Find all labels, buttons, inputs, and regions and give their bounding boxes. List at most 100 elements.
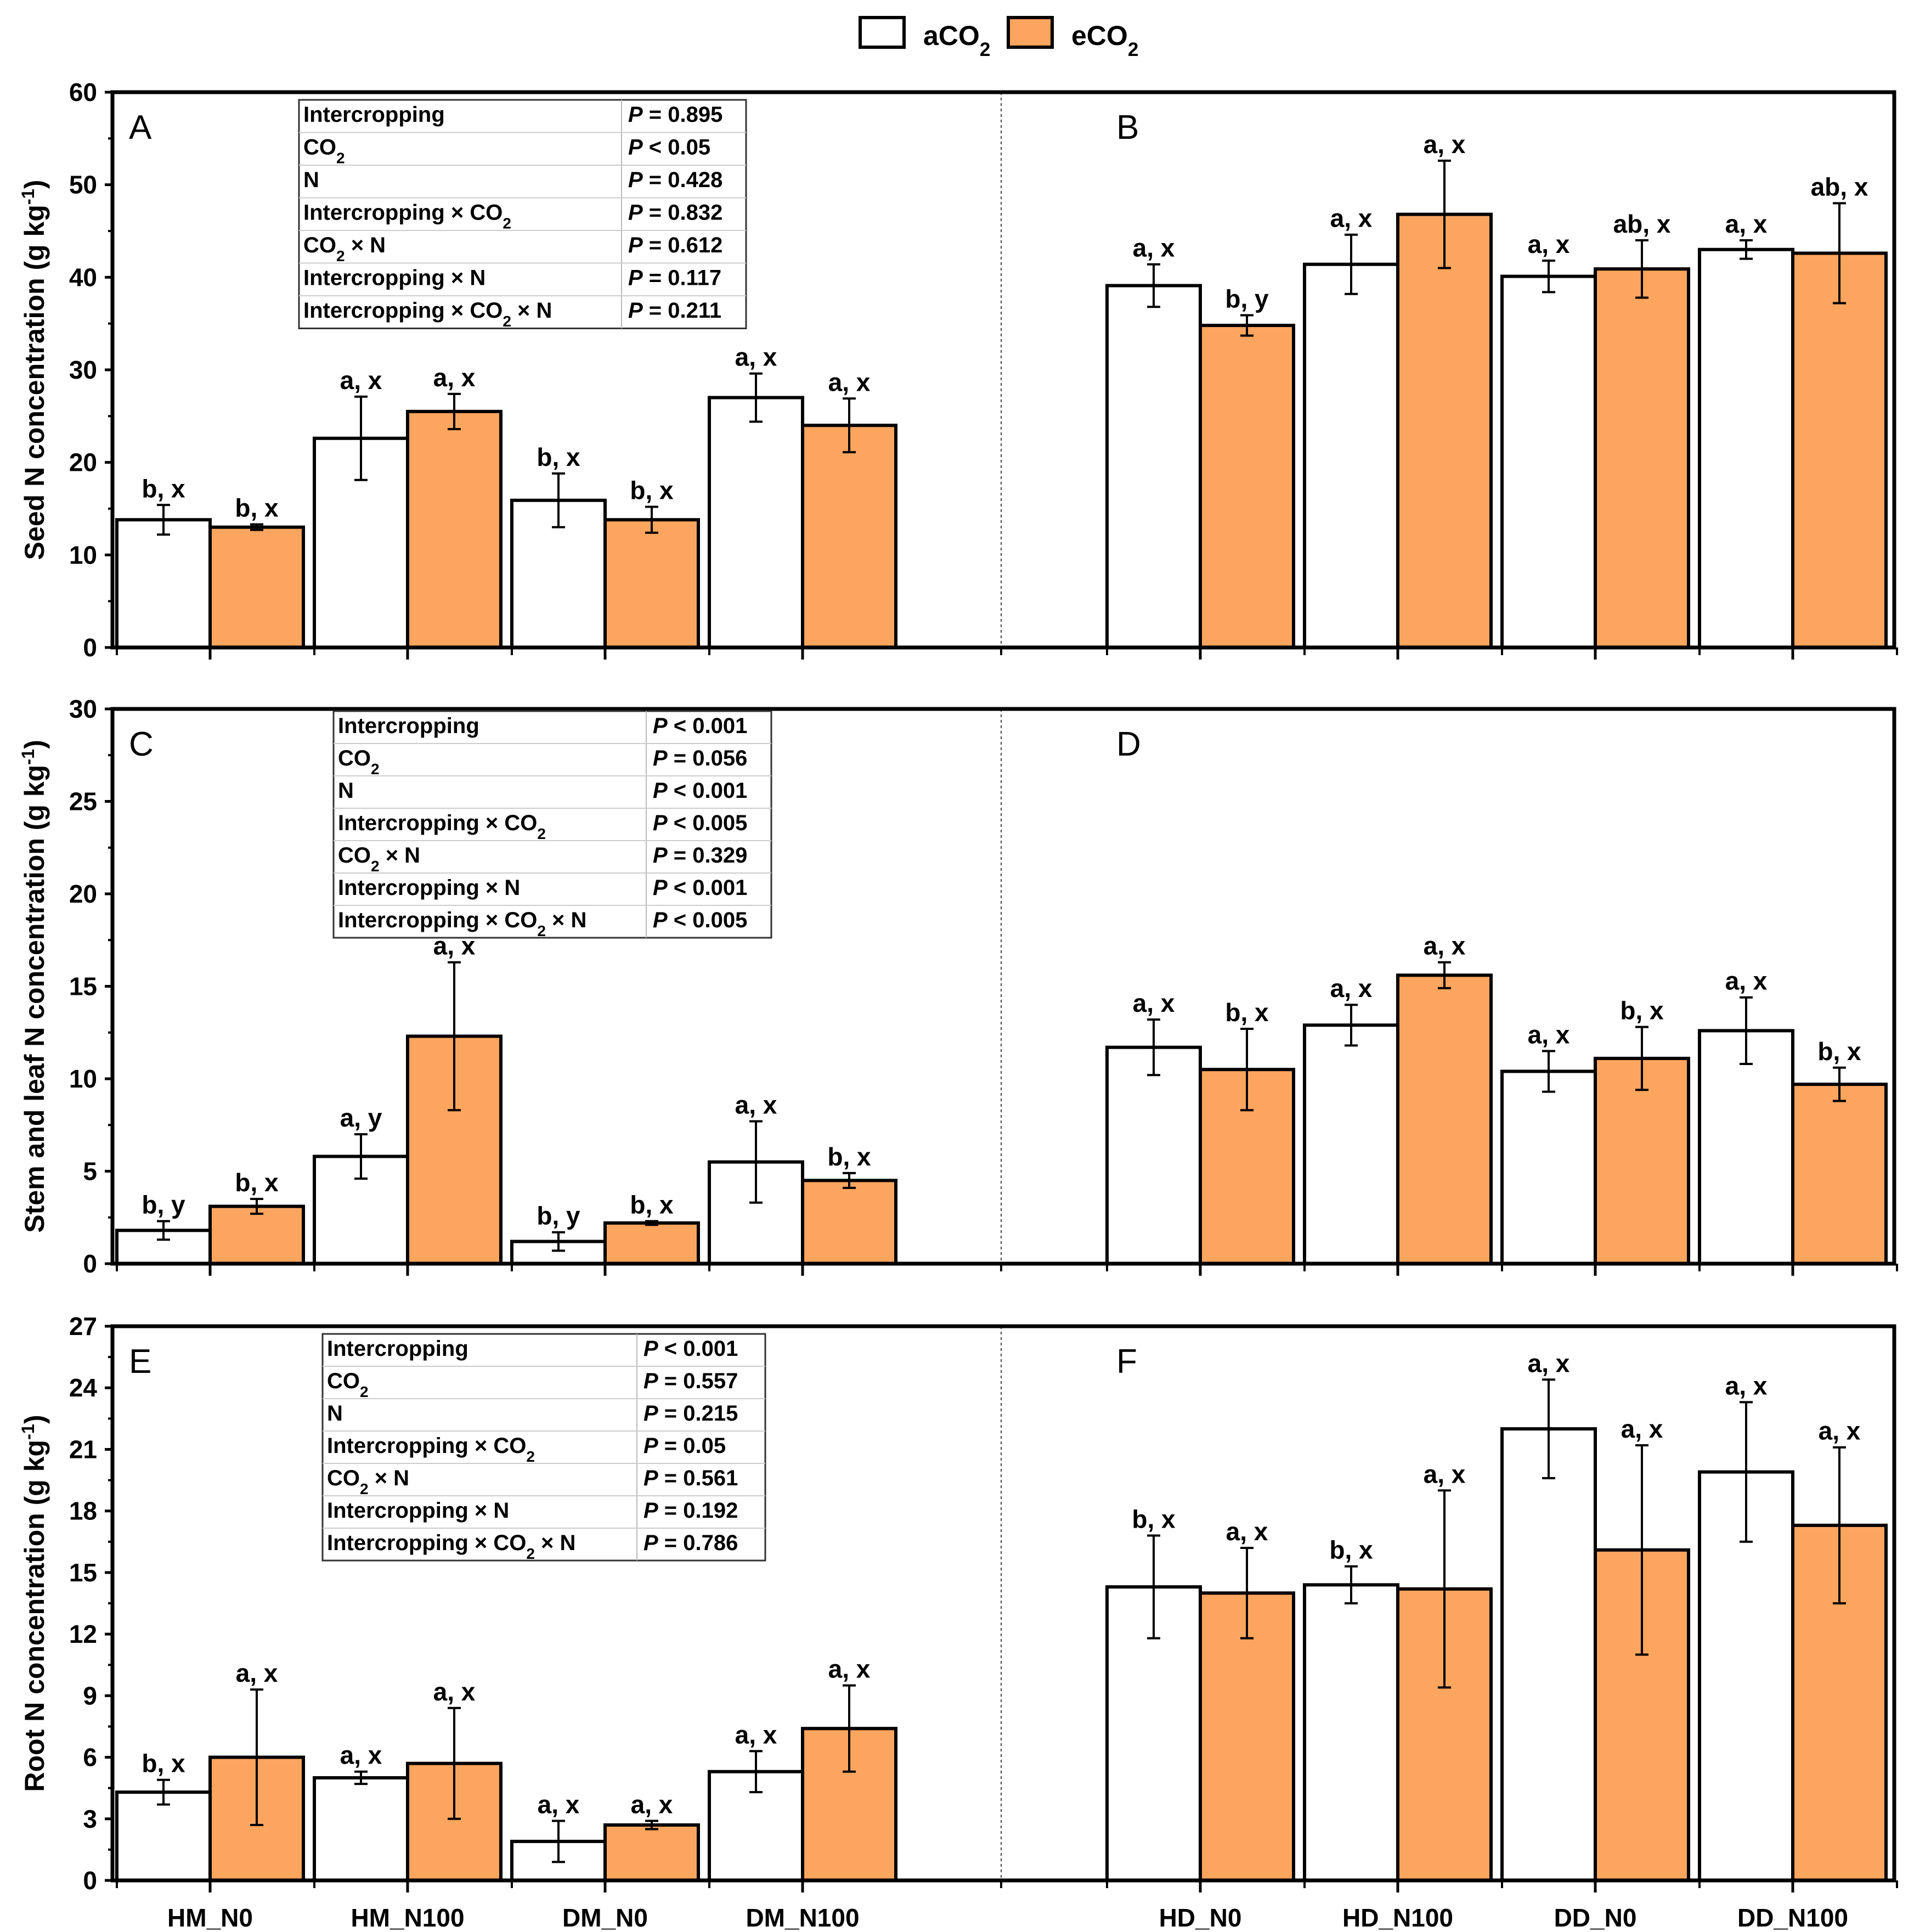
stats-table-frame (332, 710, 772, 939)
stats-p-value: P < 0.005 (653, 908, 747, 932)
y-axis-title-sup: -1 (18, 1424, 38, 1440)
y-tick-label: 20 (69, 448, 97, 477)
bar-eCO2-DM_N0 (603, 518, 700, 649)
y-tick-label: 0 (83, 1866, 97, 1895)
stats-p-value: P < 0.05 (628, 136, 710, 160)
stats-p-italic: P (643, 1531, 658, 1555)
stats-p-value: P = 0.557 (643, 1369, 738, 1393)
panel-A-B: 0 10 20 30 40 50 60 b, x a, x b, x a, x a, x a, x a, … (18, 78, 1898, 662)
x-category-label: DM_N100 (746, 1903, 859, 1932)
significance-label: a, x (1330, 204, 1373, 233)
y-tick-label: 30 (69, 356, 97, 384)
bar-eCO2-DD_N100 (1791, 1083, 1888, 1265)
significance-label: a, x (1424, 1460, 1466, 1488)
stats-factor-sub: 2 (526, 1448, 535, 1465)
stats-factor: Intercropping × CO2 (327, 1434, 535, 1465)
stats-p-value: P = 0.056 (653, 746, 747, 770)
stats-factor: N (327, 1401, 343, 1426)
stats-p-italic: P (628, 298, 643, 323)
significance-label: a, x (1819, 1417, 1861, 1445)
stats-p-value: P = 0.561 (643, 1466, 738, 1490)
significance-label: b, x (1132, 1505, 1176, 1534)
stats-factor-sub: 2 (526, 1545, 535, 1562)
stats-factor: Intercropping × CO2 (338, 811, 546, 842)
stats-factor-part: Intercropping × (327, 1434, 493, 1458)
significance-label: a, x (1528, 230, 1570, 258)
y-tick-label: 5 (83, 1157, 97, 1186)
bar-aCO2-HD_N100 (1303, 1583, 1399, 1882)
significance-label: a, x (735, 343, 777, 371)
y-tick-label: 9 (83, 1681, 97, 1710)
y-tick-label: 24 (69, 1373, 98, 1402)
y-tick-label: 12 (69, 1620, 97, 1648)
significance-label: a, x (1424, 932, 1466, 960)
stats-factor: Intercropping × CO2 × N (338, 908, 586, 939)
stats-factor: Intercropping (327, 1337, 468, 1361)
stats-p-value: P = 0.895 (628, 103, 722, 127)
stats-p-value: P = 0.192 (643, 1499, 738, 1523)
significance-label: a, x (1528, 1349, 1570, 1377)
stats-factor-part: × N (546, 908, 586, 932)
bar-aCO2-DD_N0 (1500, 274, 1597, 649)
stats-p-value: P = 0.215 (643, 1401, 738, 1426)
stats-table: Intercropping P = 0.895 CO2 P < 0.05 N P = 0.… (298, 99, 747, 330)
significance-label: b, x (1620, 996, 1664, 1025)
stats-p-value: P < 0.001 (653, 779, 747, 803)
stats-p-number: = 0.428 (643, 168, 723, 192)
stats-factor: N (303, 168, 319, 192)
stats-p-number: = 0.211 (643, 298, 721, 323)
stats-p-value: P = 0.117 (628, 266, 721, 290)
y-axis-title-close: ) (19, 740, 50, 749)
significance-label: a, x (1330, 974, 1373, 1002)
significance-label: b, x (630, 476, 674, 505)
stats-p-number: < 0.001 (668, 876, 748, 900)
y-tick-label: 10 (69, 1064, 97, 1093)
bar-aCO2-HD_N0 (1105, 1045, 1202, 1265)
y-axis-title-sup: -1 (18, 189, 38, 205)
stats-p-italic: P (643, 1499, 658, 1523)
bar-aCO2-DD_N0 (1500, 1427, 1597, 1883)
stats-p-value: P < 0.001 (653, 876, 747, 900)
significance-label: b, y (1225, 284, 1269, 313)
stats-p-italic: P (628, 233, 643, 257)
stats-p-italic: P (628, 201, 643, 225)
y-tick-label: 6 (83, 1743, 97, 1772)
stats-factor: Intercropping (303, 103, 445, 127)
x-category-label: DD_N100 (1737, 1903, 1848, 1932)
stats-p-number: < 0.005 (668, 908, 748, 932)
plot-frame (110, 707, 1896, 1266)
y-axis-title-close: ) (19, 180, 50, 189)
y-tick-label: 10 (69, 540, 97, 569)
legend: aCO2 eCO2 (859, 16, 1138, 60)
stats-factor-part: Intercropping × N (303, 266, 485, 290)
stats-factor: Intercropping × CO2 × N (303, 298, 552, 330)
stats-p-value: P = 0.05 (643, 1434, 726, 1458)
stats-factor: CO2 × N (338, 843, 420, 875)
stats-p-number: = 0.895 (643, 103, 723, 127)
legend-label-sub: 2 (1128, 39, 1138, 60)
stats-factor-co: CO (493, 1434, 526, 1458)
stats-p-italic: P (643, 1434, 658, 1458)
stats-factor: Intercropping × N (327, 1499, 509, 1523)
bar-aCO2-DD_N100 (1698, 1029, 1794, 1265)
y-tick-label: 30 (69, 695, 97, 723)
significance-label: a, x (1133, 989, 1175, 1017)
stats-p-value: P < 0.001 (643, 1337, 738, 1361)
stats-p-italic: P (643, 1466, 658, 1490)
stats-factor-part: Intercropping × (327, 1531, 493, 1555)
stats-p-number: = 0.329 (668, 843, 748, 868)
stats-p-italic: P (653, 779, 668, 803)
stats-factor-part: Intercropping (338, 714, 479, 738)
bar-eCO2-DD_N0 (1594, 1056, 1690, 1266)
bar-eCO2-HM_N100 (406, 409, 503, 650)
bar-aCO2-HM_N100 (313, 1776, 409, 1882)
bar-aCO2-DM_N0 (510, 1240, 607, 1266)
stats-factor-sub: 2 (371, 761, 380, 778)
stats-factor-sub: 2 (336, 247, 345, 264)
stats-p-value: P = 0.428 (628, 168, 722, 192)
stats-factor-co: CO (303, 233, 336, 257)
stats-factor-co: CO (338, 843, 371, 868)
